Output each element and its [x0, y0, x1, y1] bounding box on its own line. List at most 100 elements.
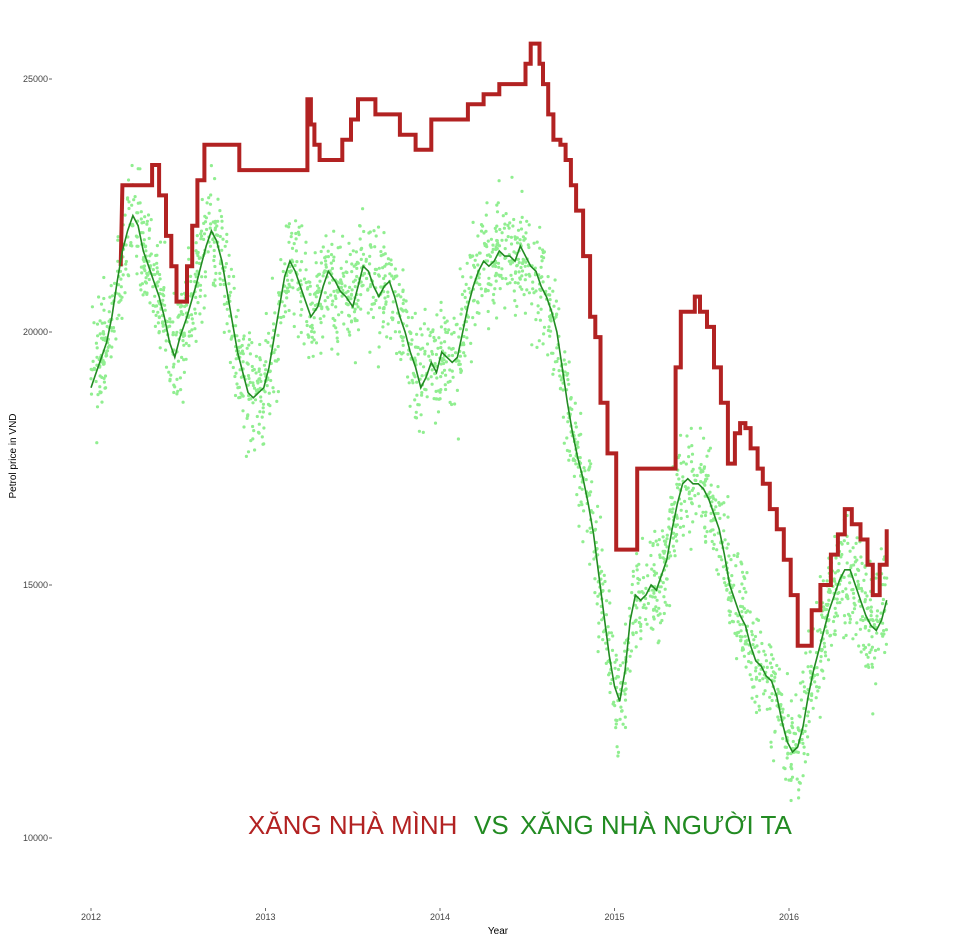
scatter-point: [171, 320, 175, 324]
scatter-point: [567, 458, 571, 462]
scatter-point: [651, 588, 655, 592]
scatter-point: [876, 619, 880, 624]
scatter-point: [443, 321, 447, 325]
scatter-point: [690, 452, 695, 456]
scatter-point: [332, 324, 336, 328]
scatter-point: [770, 674, 774, 678]
scatter-point: [258, 342, 262, 347]
scatter-point: [250, 364, 254, 369]
scatter-point: [184, 341, 188, 345]
scatter-point: [448, 368, 452, 372]
scatter-point: [794, 743, 798, 747]
scatter-point: [686, 486, 690, 490]
scatter-point: [324, 263, 328, 267]
scatter-point: [882, 629, 886, 633]
scatter-point: [155, 261, 159, 265]
scatter-point: [815, 666, 819, 670]
scatter-point: [618, 663, 623, 668]
scatter-point: [518, 238, 522, 242]
scatter-point: [127, 274, 131, 278]
scatter-point: [757, 650, 761, 654]
scatter-point: [310, 340, 314, 344]
scatter-point: [740, 562, 744, 566]
scatter-point: [486, 239, 490, 243]
scatter-point: [368, 254, 372, 258]
scatter-point: [421, 346, 425, 350]
scatter-point: [613, 666, 617, 670]
scatter-point: [574, 462, 578, 466]
scatter-point: [881, 621, 885, 625]
scatter-point: [308, 292, 312, 296]
scatter-point: [562, 358, 566, 362]
scatter-point: [212, 258, 216, 263]
scatter-point: [151, 303, 155, 308]
scatter-point: [697, 504, 701, 508]
scatter-point: [637, 562, 641, 566]
scatter-point: [218, 234, 222, 239]
scatter-point: [815, 600, 819, 605]
scatter-point: [130, 163, 134, 168]
scatter-point: [685, 434, 689, 438]
scatter-point: [864, 653, 869, 657]
scatter-point: [333, 294, 337, 298]
scatter-point: [678, 525, 683, 530]
scatter-point: [180, 355, 184, 359]
scatter-point: [515, 241, 520, 245]
scatter-point: [222, 330, 226, 334]
scatter-point: [642, 603, 646, 607]
scatter-point: [443, 383, 447, 387]
scatter-point: [333, 318, 337, 322]
scatter-point: [471, 220, 475, 224]
scatter-point: [287, 222, 291, 226]
scatter-point: [100, 375, 104, 379]
scatter-point: [442, 361, 446, 366]
scatter-point: [273, 311, 277, 315]
scatter-point: [838, 601, 842, 605]
scatter-point: [369, 282, 373, 287]
scatter-point: [561, 415, 566, 419]
scatter-point: [705, 530, 709, 534]
scatter-point: [233, 393, 238, 398]
scatter-point: [194, 241, 198, 245]
scatter-point: [411, 371, 415, 375]
scatter-point: [225, 322, 229, 326]
scatter-point: [253, 398, 258, 402]
scatter-point: [269, 378, 273, 383]
scatter-point: [605, 599, 609, 603]
scatter-point: [466, 315, 470, 319]
scatter-point: [852, 563, 856, 567]
scatter-point: [424, 388, 428, 392]
scatter-point: [366, 287, 370, 291]
scatter-point: [386, 322, 390, 326]
scatter-point: [323, 291, 327, 295]
scatter-point: [565, 436, 569, 440]
scatter-point: [639, 624, 643, 629]
scatter-point: [765, 680, 769, 684]
scatter-point: [806, 752, 810, 757]
scatter-point: [218, 282, 222, 287]
scatter-point: [96, 334, 100, 338]
scatter-point: [515, 304, 519, 308]
scatter-point: [751, 621, 755, 625]
scatter-point: [483, 289, 488, 293]
scatter-point: [863, 591, 867, 595]
scatter-point: [379, 285, 383, 289]
scatter-point: [367, 231, 371, 235]
scatter-point: [400, 308, 404, 312]
scatter-point: [627, 606, 632, 610]
scatter-point: [218, 262, 222, 266]
scatter-point: [119, 285, 123, 289]
scatter-point: [856, 579, 860, 584]
scatter-point: [284, 291, 289, 295]
scatter-point: [806, 714, 810, 718]
scatter-point: [790, 775, 795, 779]
scatter-point: [334, 305, 338, 309]
scatter-point: [657, 606, 661, 610]
scatter-point: [658, 612, 662, 616]
scatter-point: [665, 537, 669, 541]
scatter-point: [546, 328, 551, 333]
scatter-point: [179, 310, 183, 314]
scatter-point: [693, 494, 697, 498]
scatter-point: [753, 700, 757, 704]
